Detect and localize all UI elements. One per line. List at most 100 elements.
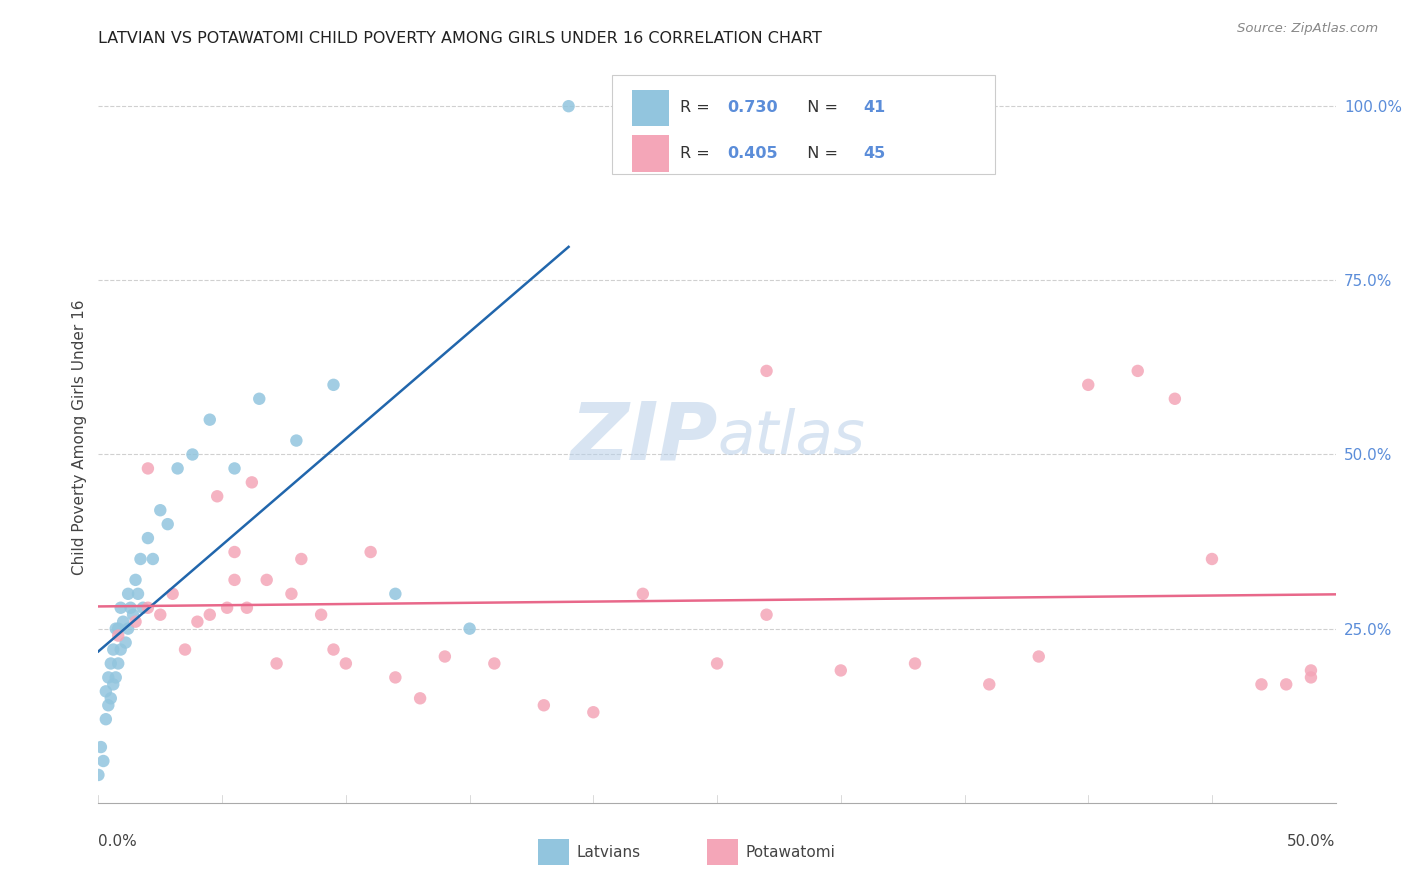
Point: [117, 587, 139, 601]
Point: [103, 677, 125, 691]
Point: [107, 629, 129, 643]
Point: [322, 642, 344, 657]
Point: [285, 434, 308, 448]
Point: [103, 642, 125, 657]
Point: [217, 600, 239, 615]
Point: [1250, 677, 1272, 691]
Point: [104, 622, 127, 636]
Text: Latvians: Latvians: [576, 845, 641, 860]
Text: Potawatomi: Potawatomi: [745, 845, 835, 860]
Point: [1164, 392, 1187, 406]
Point: [706, 657, 728, 671]
Point: [409, 691, 432, 706]
Point: [107, 657, 129, 671]
Text: 50.0%: 50.0%: [1288, 834, 1336, 849]
Point: [484, 657, 506, 671]
Text: LATVIAN VS POTAWATOMI CHILD POVERTY AMONG GIRLS UNDER 16 CORRELATION CHART: LATVIAN VS POTAWATOMI CHILD POVERTY AMON…: [98, 31, 823, 46]
Point: [110, 642, 132, 657]
Point: [110, 600, 132, 615]
Point: [240, 475, 263, 490]
Point: [136, 461, 159, 475]
Point: [120, 600, 142, 615]
Text: 41: 41: [863, 101, 886, 115]
Point: [458, 622, 481, 636]
Point: [1299, 670, 1322, 684]
Point: [631, 587, 654, 601]
Point: [224, 461, 246, 475]
Point: [132, 600, 155, 615]
Point: [181, 448, 204, 462]
Point: [94, 684, 117, 698]
Point: [384, 587, 406, 601]
Point: [1299, 664, 1322, 678]
Point: [87, 768, 110, 782]
Point: [107, 622, 129, 636]
FancyBboxPatch shape: [631, 90, 669, 127]
Point: [205, 489, 228, 503]
Point: [174, 642, 197, 657]
Text: 0.0%: 0.0%: [98, 834, 138, 849]
Point: [1028, 649, 1050, 664]
Y-axis label: Child Poverty Among Girls Under 16: Child Poverty Among Girls Under 16: [72, 300, 87, 574]
Point: [830, 664, 852, 678]
Text: 0.730: 0.730: [727, 101, 778, 115]
Point: [93, 754, 115, 768]
Point: [136, 531, 159, 545]
Point: [1201, 552, 1223, 566]
Point: [755, 607, 778, 622]
Point: [142, 552, 165, 566]
Point: [122, 607, 145, 622]
Point: [224, 573, 246, 587]
Point: [236, 600, 259, 615]
Point: [186, 615, 208, 629]
Point: [156, 517, 179, 532]
Point: [124, 615, 146, 629]
Point: [322, 377, 344, 392]
Point: [166, 461, 188, 475]
Point: [360, 545, 382, 559]
Point: [97, 698, 120, 713]
Point: [114, 635, 136, 649]
Point: [94, 712, 117, 726]
FancyBboxPatch shape: [612, 75, 995, 174]
Text: 45: 45: [863, 146, 886, 161]
Text: N =: N =: [797, 101, 844, 115]
Point: [136, 600, 159, 615]
Point: [112, 615, 135, 629]
Point: [97, 670, 120, 684]
Point: [533, 698, 555, 713]
Point: [162, 587, 184, 601]
Text: R =: R =: [681, 146, 714, 161]
Point: [149, 503, 172, 517]
Point: [117, 622, 139, 636]
Point: [104, 670, 127, 684]
Point: [247, 392, 270, 406]
Point: [198, 607, 221, 622]
Point: [124, 573, 146, 587]
Point: [129, 552, 152, 566]
Point: [256, 573, 278, 587]
Point: [557, 99, 579, 113]
Point: [582, 705, 605, 719]
Point: [1126, 364, 1149, 378]
Point: [384, 670, 406, 684]
Text: R =: R =: [681, 101, 714, 115]
Text: atlas: atlas: [717, 408, 865, 467]
Point: [335, 657, 357, 671]
Point: [1077, 377, 1099, 392]
Text: Source: ZipAtlas.com: Source: ZipAtlas.com: [1237, 22, 1378, 36]
Point: [755, 364, 778, 378]
Text: 0.405: 0.405: [727, 146, 778, 161]
Point: [100, 691, 122, 706]
Point: [266, 657, 288, 671]
Point: [100, 657, 122, 671]
FancyBboxPatch shape: [631, 136, 669, 172]
Point: [290, 552, 312, 566]
Point: [224, 545, 246, 559]
Point: [979, 677, 1001, 691]
Text: ZIP: ZIP: [569, 398, 717, 476]
Point: [433, 649, 456, 664]
Point: [127, 587, 149, 601]
Point: [90, 740, 112, 755]
Point: [1275, 677, 1298, 691]
